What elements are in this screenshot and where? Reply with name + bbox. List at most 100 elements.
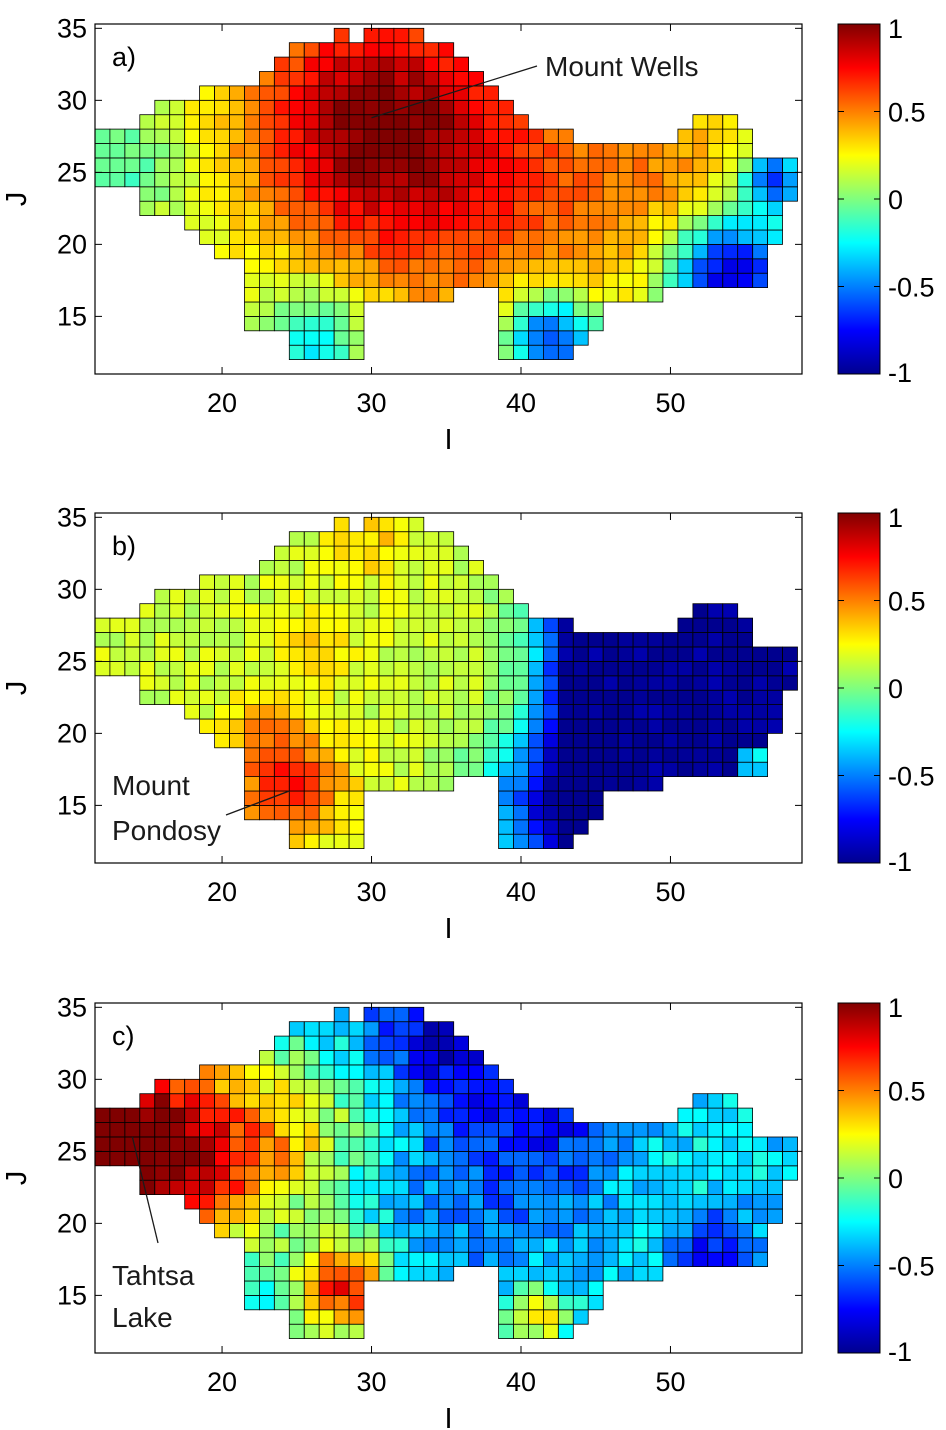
heatmap-cell [528,1208,544,1224]
heatmap-cell [543,1251,559,1267]
heatmap-cell [647,733,664,749]
heatmap-cell [229,229,245,245]
heatmap-cell [318,215,335,231]
heatmap-cell [602,1136,619,1152]
heatmap-cell [273,560,290,576]
heatmap-cell [348,776,365,792]
heatmap-cell [154,143,171,159]
heatmap-cell [393,258,410,274]
heatmap-cell [498,718,514,734]
heatmap-cell [258,747,275,763]
heatmap-cell [632,171,649,188]
heatmap-cell [692,272,709,289]
heatmap-cell [393,1122,410,1138]
heatmap-cell [528,675,544,691]
y-tick-label: 15 [57,301,87,331]
heatmap-cell [333,287,350,303]
heatmap-cell [572,790,589,806]
colorbar-tick-label: 1 [888,14,903,44]
heatmap-cell [677,215,694,231]
heatmap-cell [647,1165,664,1181]
heatmap-cell [333,272,350,289]
heatmap-cell [318,1194,335,1210]
heatmap-cell [543,171,559,188]
heatmap-cell [214,646,230,662]
heatmap-cell [677,1151,694,1167]
heatmap-cell [587,1151,604,1167]
heatmap-cell [453,704,470,720]
heatmap-cell [258,1050,275,1066]
heatmap-cell [378,143,395,159]
heatmap-cell [513,689,529,706]
heatmap-cell [587,704,604,720]
heatmap-cell [528,790,544,806]
heatmap-cell [632,1179,649,1195]
heatmap-cell [348,1136,365,1152]
heatmap-cell [438,1050,455,1066]
heatmap-cell [288,790,305,806]
heatmap-cell [333,560,350,576]
x-tick-label: 20 [207,877,237,907]
heatmap-cell [587,258,604,274]
heatmap-cell [707,1179,724,1195]
heatmap-cell [767,186,783,202]
heatmap-cell [348,330,365,346]
heatmap-cell [333,531,350,547]
heatmap-cell [722,143,739,159]
heatmap-cell [647,215,664,231]
heatmap-cell [468,1122,485,1138]
heatmap-cell [408,171,425,188]
heatmap-cell [543,833,559,850]
heatmap-cell [587,790,604,806]
heatmap-cell [318,632,335,648]
heatmap-cell [438,1151,455,1167]
heatmap-cell [558,617,574,633]
heatmap-cell [543,258,559,274]
heatmap-cell [752,272,769,289]
annotation-text: Mount [112,770,190,801]
heatmap-cell [378,1078,395,1095]
heatmap-cell [677,1136,694,1152]
heatmap-cell [722,1179,739,1195]
heatmap-cell [632,157,649,173]
heatmap-cell [453,560,470,576]
heatmap-cell [408,704,425,720]
heatmap-cell [303,733,320,749]
heatmap-cell [348,143,365,159]
heatmap-cell [333,776,350,792]
heatmap-cell [363,128,380,144]
heatmap-cell [572,171,589,188]
heatmap-cell [184,114,200,130]
heatmap-cell [543,661,559,677]
x-axis-label: I [444,913,452,945]
heatmap-cell [423,42,440,58]
heatmap-cell [513,344,529,361]
heatmap-cell [363,258,380,274]
heatmap-cell [543,675,559,691]
heatmap-cell [722,1237,739,1253]
heatmap-cell [244,718,260,734]
heatmap-cell [348,85,365,101]
heatmap-cell [109,128,126,144]
heatmap-cell [408,1237,425,1253]
heatmap-cell [378,171,395,188]
heatmap-cell [333,71,350,87]
heatmap-cell [587,272,604,289]
heatmap-cell [543,790,559,806]
heatmap-cell [378,661,395,677]
heatmap-cell [303,229,320,245]
heatmap-cell [184,215,200,231]
heatmap-cell [453,1122,470,1138]
heatmap-cell [214,1208,230,1224]
heatmap-cell [378,1179,395,1195]
heatmap-cell [169,128,185,144]
heatmap-cell [333,171,350,188]
heatmap-cell [244,315,260,332]
heatmap-cell [707,114,724,130]
heatmap-cell [393,1006,410,1023]
heatmap-cell [244,287,260,303]
heatmap-cell [453,761,470,778]
heatmap-cell [363,1035,380,1051]
heatmap-cell [303,531,320,547]
heatmap-cell [273,1093,290,1109]
